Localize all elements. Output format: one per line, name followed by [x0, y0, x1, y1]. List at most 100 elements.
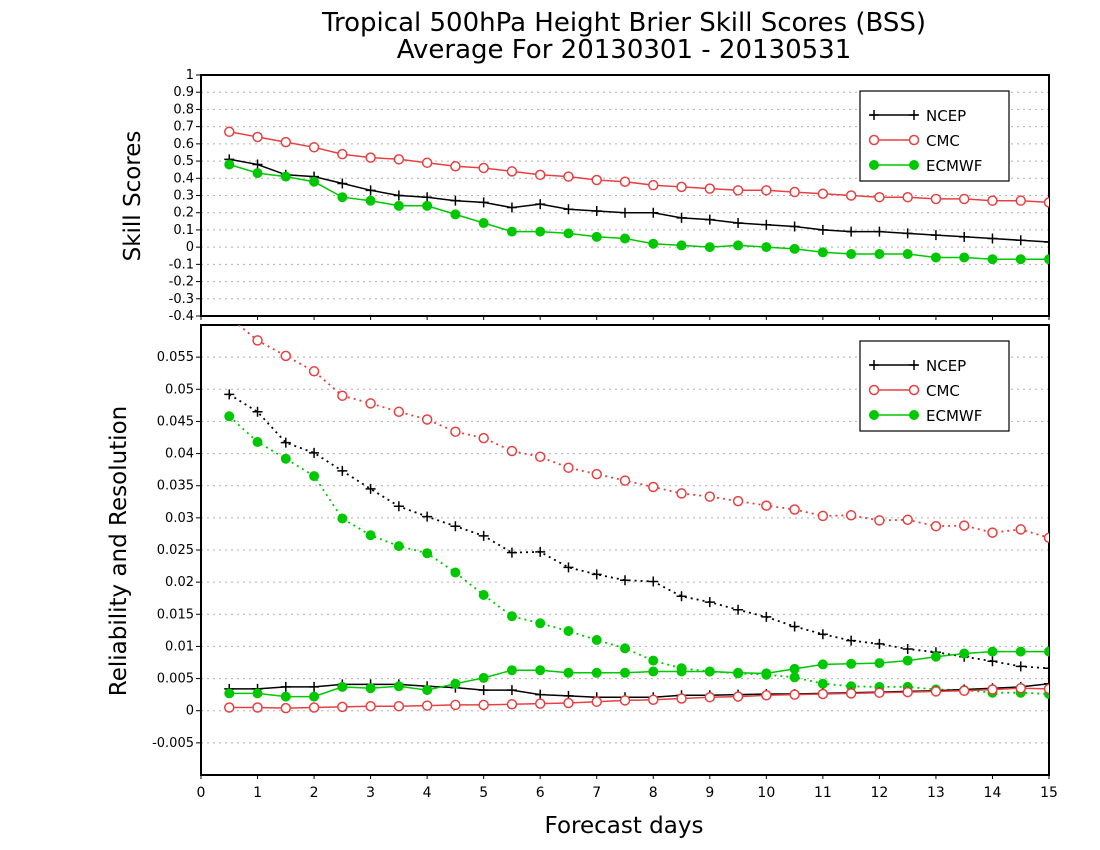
bottom-ecmwf-point: [506, 665, 517, 676]
bottom-ecmwf-point: [535, 665, 546, 676]
top-y-tick-label: 0.9: [173, 85, 194, 100]
top-ncep-point: [1044, 236, 1049, 247]
top-ecmwf-point: [959, 252, 970, 263]
bottom-y-axis-label: Reliability and Resolution: [106, 406, 132, 696]
bottom-cmc-point: [478, 432, 489, 444]
bottom-legend-box: [859, 340, 1010, 432]
top-cmc-point: [1015, 195, 1026, 206]
top-ecmwf-point: [648, 238, 659, 249]
bottom-cmc-point: [534, 451, 546, 463]
top-cmc-point: [534, 169, 546, 181]
top-ecmwf-point: [704, 242, 715, 253]
bottom-cmc-point: [224, 702, 235, 713]
bottom-cmc-point: [308, 366, 320, 377]
bottom-ncep-point: [648, 576, 659, 587]
bottom-ecmwf-point: [563, 626, 574, 636]
bottom-ecmwf-point: [337, 513, 348, 524]
bottom-cmc-point: [450, 426, 461, 437]
bottom-ncep-point: [909, 360, 919, 370]
bottom-cmc-point: [1043, 683, 1049, 695]
bottom-ncep-point: [393, 501, 404, 512]
top-ecmwf-point: [817, 247, 828, 258]
bottom-ncep-dotted-line: [228, 393, 1049, 670]
x-tick-label: 11: [814, 785, 832, 801]
bottom-ncep-point: [987, 656, 998, 667]
top-cmc-point: [1043, 197, 1049, 208]
top-ecmwf-point: [563, 228, 574, 239]
bottom-ecmwf-dotted-line: [228, 415, 1049, 695]
top-cmc-point: [450, 160, 461, 172]
x-tick-label: 4: [423, 785, 432, 801]
bottom-ecmwf-point: [365, 683, 376, 694]
top-cmc-point: [506, 166, 518, 177]
x-tick-label: 7: [592, 785, 601, 801]
bottom-ecmwf-point: [930, 651, 941, 662]
bottom-ncep-point: [365, 483, 376, 494]
top-cmc-point: [704, 183, 716, 194]
bottom-ncep-point: [789, 621, 800, 632]
top-cmc-point: [563, 171, 574, 182]
bottom-cmc-point: [563, 697, 574, 709]
bottom-cmc-point: [591, 468, 602, 480]
bottom-ecmwf-point: [224, 688, 235, 699]
top-ecmwf-point: [874, 249, 885, 260]
top-cmc-point: [874, 191, 885, 203]
bottom-cmc-point: [225, 313, 234, 322]
top-ncep-point: [422, 192, 433, 203]
top-y-axis-label: Skill Scores: [120, 131, 146, 262]
bottom-ecmwf-point: [909, 410, 919, 420]
bottom-cmc-point: [761, 500, 772, 511]
bottom-ncep-point: [535, 546, 546, 557]
bottom-ncep-point: [620, 575, 630, 586]
bottom-cmc-point: [930, 520, 942, 532]
bottom-y-tick-label: 0.035: [157, 479, 194, 494]
top-ecmwf-point: [422, 200, 433, 211]
top-y-tick-label: -0.1: [169, 257, 194, 272]
top-ncep-point: [591, 205, 602, 216]
top-cmc-point: [365, 152, 376, 163]
bottom-ncep-point: [874, 638, 885, 649]
x-tick-label: 8: [649, 785, 658, 801]
top-ecmwf-point: [365, 195, 376, 206]
top-cmc-point: [987, 195, 998, 206]
bottom-ncep-point: [478, 530, 489, 541]
top-ncep-point: [846, 226, 857, 237]
top-cmc-point: [902, 191, 913, 203]
bottom-cmc-point: [252, 335, 263, 346]
bottom-ecmwf-point: [563, 667, 574, 678]
top-ecmwf-point: [337, 192, 348, 203]
bottom-cmc-point: [648, 694, 659, 706]
bottom-ncep-point: [535, 689, 546, 700]
bottom-ncep-point: [1044, 678, 1049, 689]
bottom-y-tick-label: 0.055: [157, 350, 194, 365]
top-cmc-point: [648, 179, 659, 191]
top-cmc-point: [252, 131, 263, 143]
bottom-cmc-point: [704, 691, 716, 703]
top-ncep-point: [337, 178, 348, 189]
bottom-ecmwf-point: [676, 666, 687, 677]
bottom-ecmwf-point: [280, 453, 291, 464]
bottom-ncep-point: [817, 629, 828, 640]
bottom-ncep-point: [1044, 663, 1049, 674]
bottom-cmc-point: [704, 491, 716, 502]
bottom-ncep-point: [591, 569, 602, 580]
x-tick-label: 15: [1040, 785, 1058, 801]
top-cmc-point: [761, 185, 772, 196]
bottom-cmc-point: [1043, 532, 1049, 544]
x-tick-label: 3: [366, 785, 375, 801]
top-legend-label: CMC: [926, 132, 960, 150]
chart-title-line2: Average For 20130301 - 20130531: [397, 35, 852, 65]
bottom-legend-label: NCEP: [926, 357, 966, 375]
top-ecmwf-point: [869, 160, 879, 170]
top-ecmwf-point: [789, 243, 800, 254]
bottom-ecmwf-point: [309, 471, 320, 482]
bottom-y-tick-label: 0.015: [157, 607, 194, 622]
bottom-ecmwf-point: [874, 658, 885, 669]
bottom-ecmwf-point: [648, 655, 659, 666]
bottom-cmc-solid-line: [229, 687, 1049, 709]
bottom-cmc-point: [421, 700, 433, 711]
x-tick-label: 1: [253, 785, 262, 801]
top-ecmwf-point: [733, 240, 744, 251]
bottom-ecmwf-point: [591, 635, 602, 645]
top-y-tick-label: 0.5: [173, 154, 194, 169]
